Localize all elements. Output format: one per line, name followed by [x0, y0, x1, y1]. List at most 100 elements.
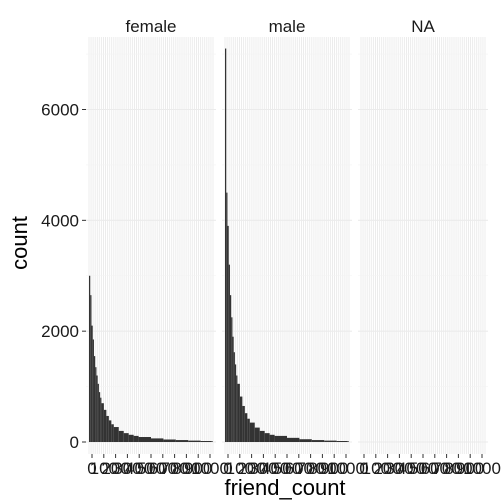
histogram-bar — [287, 437, 300, 442]
histogram-bar — [244, 413, 248, 442]
y-tick-label: 2000 — [41, 322, 79, 341]
x-tick-label: 900 — [456, 459, 484, 478]
histogram-bar — [229, 295, 232, 442]
histogram-bar — [237, 383, 240, 442]
histogram-bar — [228, 264, 230, 442]
histogram-bar — [138, 437, 151, 442]
y-tick-label: 6000 — [41, 101, 79, 120]
histogram-bar — [254, 427, 260, 442]
x-tick-label: 400 — [125, 459, 153, 478]
x-tick-label: 100 — [362, 459, 390, 478]
histogram-bar — [264, 433, 270, 442]
x-tick-label: 1000 — [463, 459, 501, 478]
x-tick-label: 600 — [285, 459, 313, 478]
histogram-bar — [239, 396, 243, 442]
histogram-bar — [93, 356, 96, 442]
x-tick-label: 300 — [249, 459, 277, 478]
facet-strips: female male NA — [86, 15, 488, 37]
histogram-bar — [106, 415, 109, 442]
histogram-bar — [242, 405, 245, 442]
y-tick-label: 4000 — [41, 211, 79, 230]
x-tick-label: 0 — [87, 459, 96, 478]
histogram-bar — [233, 352, 235, 442]
histogram-bar — [200, 441, 212, 442]
x-tick-label: 0 — [359, 459, 368, 478]
x-tick-label: 200 — [237, 459, 265, 478]
x-axis-title: friend_count — [224, 475, 345, 500]
histogram-bar — [269, 434, 275, 442]
histogram-bar — [101, 403, 104, 442]
facet-strip-bg — [86, 15, 216, 37]
x-tick-label: 500 — [137, 459, 165, 478]
x-tick-label: 900 — [320, 459, 348, 478]
x-tick-label: 400 — [261, 459, 289, 478]
x-tick-label: 500 — [273, 459, 301, 478]
histogram-bar — [108, 420, 112, 442]
x-axis: 0100200300400500600700800900100001002003… — [87, 454, 501, 478]
histogram-bar — [226, 192, 228, 442]
x-tick-label: 400 — [397, 459, 425, 478]
histogram-bar — [100, 397, 102, 442]
x-tick-label: 100 — [226, 459, 254, 478]
histogram-bar — [90, 295, 92, 442]
histogram-bar — [95, 367, 97, 442]
histogram-bar — [231, 317, 233, 442]
histogram-bar — [91, 325, 93, 442]
histogram-bar — [236, 375, 238, 442]
facet-strip-label: female — [125, 17, 176, 36]
histogram-bar — [347, 441, 349, 442]
facet-strip-label: NA — [411, 17, 435, 36]
histogram-bar — [175, 440, 189, 442]
facet-strip-bg — [222, 15, 352, 37]
histogram-bar — [163, 439, 176, 442]
x-tick-label: 100 — [90, 459, 118, 478]
histogram-bar — [225, 48, 227, 443]
x-tick-label: 600 — [149, 459, 177, 478]
histogram-bar — [232, 336, 234, 442]
x-tick-label: 300 — [113, 459, 141, 478]
facet-strip-label: male — [269, 17, 306, 36]
x-tick-label: 700 — [160, 459, 188, 478]
x-tick-label: 0 — [223, 459, 232, 478]
x-tick-label: 800 — [172, 459, 200, 478]
histogram-bar — [259, 430, 265, 442]
y-axis-title: count — [7, 216, 32, 270]
x-tick-label: 800 — [444, 459, 472, 478]
histogram-bar — [247, 418, 250, 442]
x-tick-label: 500 — [409, 459, 437, 478]
x-tick-label: 200 — [373, 459, 401, 478]
histogram-bar — [324, 440, 337, 442]
histogram-bar — [211, 441, 213, 442]
histogram-bar — [103, 409, 107, 442]
histogram-bar — [133, 435, 139, 442]
y-tick-label: 0 — [70, 433, 79, 452]
x-tick-label: 1000 — [327, 459, 365, 478]
histogram-bar — [118, 430, 124, 442]
facet-panels — [86, 37, 488, 454]
x-tick-label: 800 — [308, 459, 336, 478]
histogram-bar — [249, 422, 255, 442]
x-tick-label: 900 — [184, 459, 212, 478]
x-tick-label: 200 — [101, 459, 129, 478]
histogram-bar — [97, 383, 99, 442]
y-axis: 0 2000 4000 6000 — [41, 101, 86, 452]
x-tick-label: 700 — [432, 459, 460, 478]
histogram-bar — [234, 364, 237, 442]
histogram-bar — [336, 441, 348, 442]
histogram-bar — [151, 438, 164, 442]
x-tick-label: 1000 — [191, 459, 229, 478]
histogram-bar — [274, 435, 287, 442]
histogram-bar — [188, 440, 201, 442]
x-tick-label: 600 — [421, 459, 449, 478]
x-tick-label: 700 — [296, 459, 324, 478]
histogram-bar — [299, 439, 312, 442]
histogram-bar — [92, 339, 94, 442]
histogram-bar — [113, 427, 119, 442]
facet-strip-bg — [358, 15, 488, 37]
histogram-bar — [96, 375, 98, 442]
histogram-bar — [98, 392, 101, 442]
histogram-bar — [111, 424, 114, 442]
x-tick-label: 300 — [385, 459, 413, 478]
histogram-bar — [89, 275, 91, 442]
